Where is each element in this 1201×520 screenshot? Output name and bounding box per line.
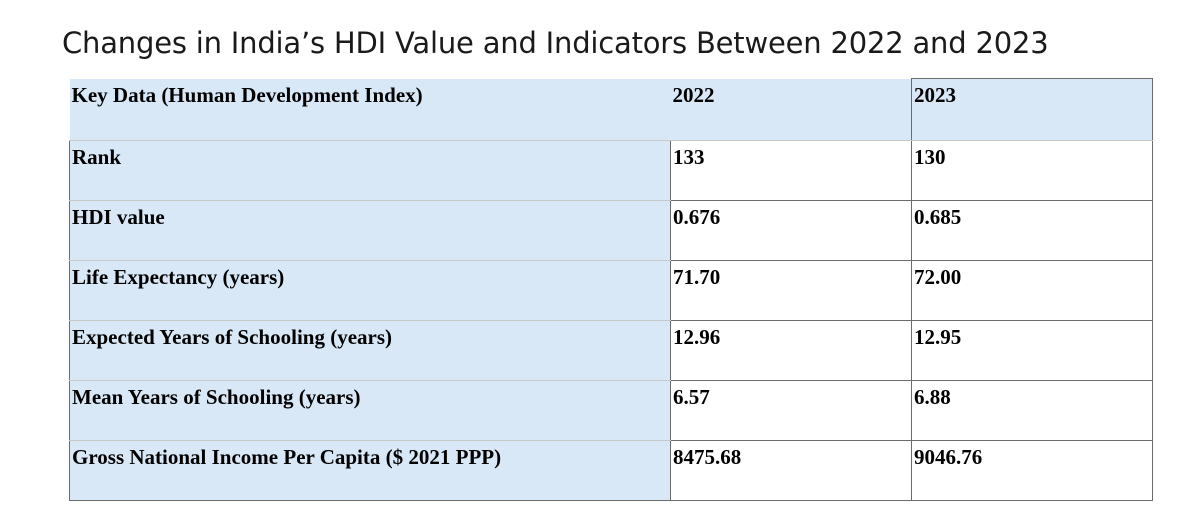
cell-2022: 6.57 bbox=[670, 380, 912, 441]
table-row: HDI value 0.676 0.685 bbox=[69, 200, 1153, 261]
cell-2023: 72.00 bbox=[911, 260, 1153, 321]
cell-2023: 9046.76 bbox=[911, 440, 1153, 501]
table-header-row: Key Data (Human Development Index) 2022 … bbox=[69, 78, 1153, 141]
cell-2022: 133 bbox=[670, 140, 912, 201]
table-row: Gross National Income Per Capita ($ 2021… bbox=[69, 440, 1153, 501]
row-label-life-expectancy: Life Expectancy (years) bbox=[69, 260, 671, 321]
cell-2023: 0.685 bbox=[911, 200, 1153, 261]
table-row: Mean Years of Schooling (years) 6.57 6.8… bbox=[69, 380, 1153, 441]
cell-2022: 12.96 bbox=[670, 320, 912, 381]
header-2022: 2022 bbox=[670, 78, 912, 141]
row-label-gni-per-capita: Gross National Income Per Capita ($ 2021… bbox=[69, 440, 671, 501]
header-key-data: Key Data (Human Development Index) bbox=[69, 78, 671, 141]
hdi-table: Key Data (Human Development Index) 2022 … bbox=[69, 78, 1153, 501]
cell-2023: 12.95 bbox=[911, 320, 1153, 381]
cell-2023: 130 bbox=[911, 140, 1153, 201]
table-row: Expected Years of Schooling (years) 12.9… bbox=[69, 320, 1153, 381]
cell-2023: 6.88 bbox=[911, 380, 1153, 441]
row-label-mean-schooling: Mean Years of Schooling (years) bbox=[69, 380, 671, 441]
row-label-rank: Rank bbox=[69, 140, 671, 201]
cell-2022: 0.676 bbox=[670, 200, 912, 261]
table-row: Rank 133 130 bbox=[69, 140, 1153, 201]
page-title: Changes in India’s HDI Value and Indicat… bbox=[62, 26, 1049, 60]
row-label-hdi-value: HDI value bbox=[69, 200, 671, 261]
table-row: Life Expectancy (years) 71.70 72.00 bbox=[69, 260, 1153, 321]
cell-2022: 8475.68 bbox=[670, 440, 912, 501]
cell-2022: 71.70 bbox=[670, 260, 912, 321]
row-label-expected-schooling: Expected Years of Schooling (years) bbox=[69, 320, 671, 381]
header-2023: 2023 bbox=[911, 78, 1153, 141]
